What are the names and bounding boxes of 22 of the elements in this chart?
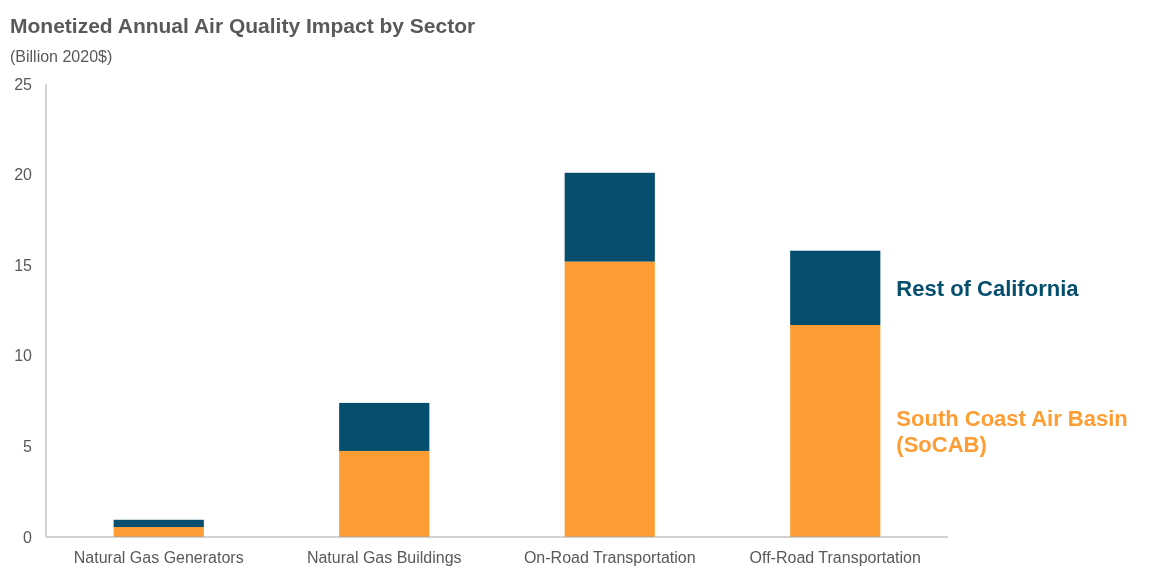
bar <box>113 527 204 537</box>
series-label: Rest of California <box>896 275 1080 301</box>
x-tick-label: On-Road Transportation <box>523 549 696 566</box>
bar <box>790 325 881 537</box>
y-tick-label: 25 <box>14 75 33 93</box>
bar <box>339 450 430 537</box>
x-tick-label: Natural Gas Generators <box>73 549 244 566</box>
bar <box>790 250 881 325</box>
bar <box>564 261 655 537</box>
y-tick-label: 10 <box>14 347 33 365</box>
x-tick-label: Off-Road Transportation <box>749 549 921 566</box>
x-tick-label: Natural Gas Buildings <box>306 549 462 566</box>
bar <box>564 172 655 262</box>
chart-title: Monetized Annual Air Quality Impact by Sector <box>10 14 476 37</box>
y-tick-label: 5 <box>23 438 33 455</box>
bar <box>113 519 204 528</box>
y-tick-label: 15 <box>14 256 33 274</box>
chart-subtitle: (Billion 2020$) <box>10 48 113 65</box>
y-tick-label: 0 <box>23 528 33 546</box>
series-label: South Coast Air Basin (SoCAB) <box>896 405 1128 458</box>
y-tick-label: 20 <box>14 166 33 184</box>
bar <box>339 402 430 451</box>
